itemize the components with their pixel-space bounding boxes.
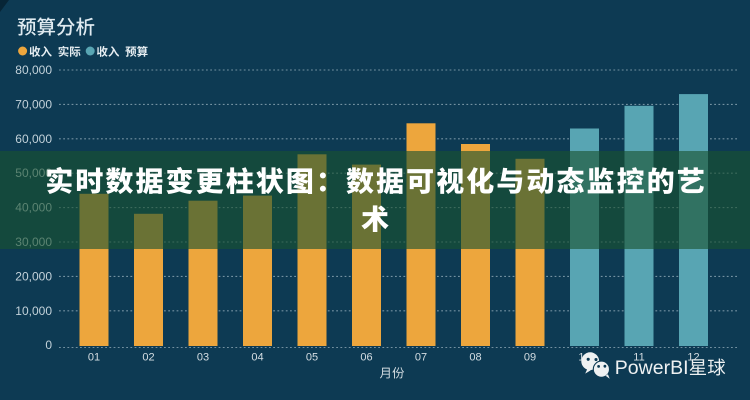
svg-text:08: 08: [469, 352, 481, 364]
svg-text:09: 09: [524, 352, 536, 364]
svg-text:20,000: 20,000: [15, 269, 52, 283]
svg-text:PowerBI: PowerBI: [615, 357, 689, 379]
svg-text:60,000: 60,000: [15, 132, 52, 146]
svg-text:05: 05: [306, 352, 318, 364]
svg-text:80,000: 80,000: [15, 63, 52, 77]
svg-text:03: 03: [197, 352, 209, 364]
svg-text:12: 12: [687, 352, 699, 364]
svg-text:02: 02: [142, 352, 154, 364]
svg-text:11: 11: [633, 352, 644, 364]
svg-text:01: 01: [88, 352, 100, 364]
svg-text:0: 0: [45, 338, 52, 352]
svg-text:04: 04: [251, 352, 263, 364]
svg-text:70,000: 70,000: [15, 97, 52, 111]
svg-text:10,000: 10,000: [15, 304, 52, 318]
svg-text:06: 06: [360, 352, 372, 364]
svg-text:07: 07: [415, 352, 427, 364]
